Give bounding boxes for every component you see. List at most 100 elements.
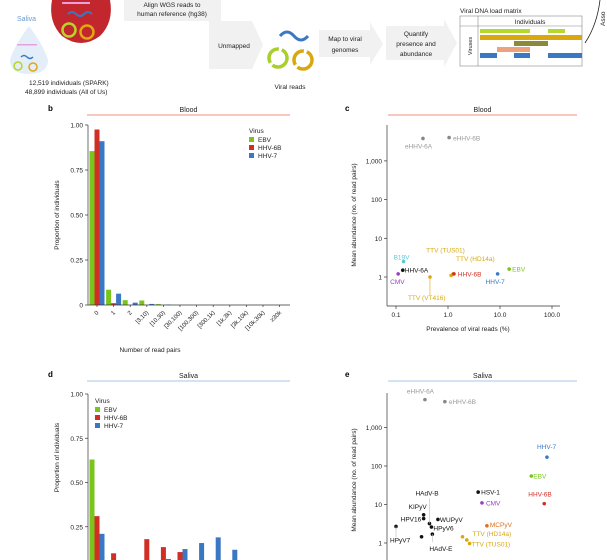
point-label: HPyV6	[433, 526, 454, 533]
point-hhv-7	[545, 455, 549, 459]
legend-label: HHV-6B	[258, 145, 281, 152]
x-tick-label: 10.0	[494, 312, 507, 319]
point-label: HPyV7	[390, 537, 411, 544]
saliva-label: Saliva	[17, 16, 36, 23]
panel-a-overview: Saliva 12,519 individuals (SPARK) 48,899…	[10, 0, 607, 96]
point-ebv	[529, 474, 534, 478]
y-tick-label: 0.75	[70, 168, 83, 175]
point-ehhv-6a	[421, 136, 425, 141]
legend-label: HHV-6B	[104, 415, 127, 422]
point-label: HSV-1	[481, 490, 500, 497]
y-tick-label: 1	[378, 541, 382, 548]
x-axis-title: Number of read pairs	[119, 347, 181, 354]
saliva-circle-green	[13, 61, 23, 71]
x-tick-label: 0	[94, 310, 101, 317]
scatter-c: c Blood 1 10 100 1,000 Mean abundance (no. of …	[345, 104, 577, 333]
point-b19v	[401, 259, 406, 264]
point-label: B19V	[394, 255, 411, 262]
bar-ebv-0	[89, 151, 95, 305]
y-tick-label: 10	[375, 236, 383, 243]
point-hhv-6b	[452, 272, 456, 276]
point-label: CMV	[486, 500, 501, 507]
point-label: eHHV-6A	[407, 389, 435, 396]
legend-label: EBV	[258, 137, 272, 144]
bar-chart-d: d Saliva 0.25 0.50 0.75 1.00 Proportion of ind…	[48, 370, 290, 560]
matrix-row-header: Viruses	[468, 37, 474, 55]
association-label: Asso	[600, 11, 607, 26]
legend-title: Virus	[95, 398, 110, 405]
point-label: eHHV-6B	[453, 136, 480, 143]
bar-hhv-6b-1	[111, 303, 117, 305]
bar-hhv-7-6	[199, 543, 205, 560]
bar-hhv-7-3	[149, 303, 155, 305]
point-unlabeled	[419, 534, 424, 539]
point-ttv-tus01-	[467, 541, 472, 546]
matrix-cell	[514, 53, 530, 58]
point-label: EBV	[533, 473, 547, 480]
y-tick-label: 0.25	[70, 258, 83, 265]
panel-header: Blood	[180, 107, 198, 114]
matrix-cell	[514, 41, 548, 46]
point-label: HAdV-E	[429, 546, 453, 553]
point-label: HHV-6B	[528, 492, 551, 499]
point-label: eHHV-6B	[449, 399, 476, 406]
saliva-read-pink	[17, 44, 37, 46]
bar-hhv-6b-1	[111, 553, 117, 560]
bar-hhv-7-4	[165, 558, 171, 560]
y-tick-label: 0.75	[70, 436, 83, 443]
viral-load-matrix: Individuals Viruses	[459, 15, 583, 67]
bar-hhv-7-7	[215, 537, 221, 560]
x-tick-label: [3,10)	[135, 310, 150, 325]
scatter-e: e Saliva 1 10 100 1,000 Mean abundance (no. of…	[345, 370, 577, 560]
point-hhv-7	[495, 272, 500, 276]
x-tick-label: 1.0	[443, 312, 452, 319]
y-tick-label: 100	[371, 464, 382, 471]
align-step-line1: Align WGS reads to	[143, 2, 200, 9]
panel-letter: e	[345, 370, 350, 379]
point-label: TTV (VT416)	[408, 295, 446, 302]
y-tick-label: 1,000	[366, 425, 383, 432]
legend-swatch-ebv	[249, 137, 254, 142]
panel-letter: d	[48, 370, 53, 379]
point-label: CMV	[390, 279, 405, 286]
legend-swatch-hhv-7	[95, 423, 100, 428]
panel-letter: b	[48, 104, 53, 113]
bar-hhv-7-8	[232, 549, 238, 560]
point-hhv-6b	[542, 501, 547, 506]
association-arc	[584, 0, 601, 44]
panel-letter: c	[345, 104, 350, 113]
y-tick-label: 0.50	[70, 213, 83, 220]
y-tick-label: 0.25	[70, 524, 83, 531]
bar-hhv-7-5	[182, 549, 188, 560]
bar-hhv-7-2	[132, 302, 138, 305]
y-tick-label: 0.50	[70, 480, 83, 487]
quantify-step-line3: abundance	[400, 51, 433, 58]
point-label: eHHV-6A	[405, 143, 433, 150]
matrix-title: Viral DNA load matrix	[460, 8, 522, 15]
legend-label: EBV	[104, 407, 118, 414]
point-kipyv	[421, 513, 426, 517]
map-step-line1: Map to viral	[328, 36, 362, 43]
matrix-cell	[480, 53, 497, 58]
align-arrow-shape	[124, 0, 263, 69]
x-tick-label: 100.0	[544, 312, 561, 319]
point-cmv	[480, 501, 484, 505]
x-tick-label: 0.1	[391, 312, 400, 319]
quantify-arrow-shape	[386, 19, 457, 67]
blood-circle-yellow	[79, 24, 95, 40]
point-ttv-hd14a-	[460, 534, 465, 539]
matrix-cell	[548, 29, 565, 33]
point-ehhv-6a	[423, 397, 427, 402]
point-wupyv	[436, 517, 440, 522]
bar-ebv-0	[89, 459, 95, 560]
point-unlabeled	[465, 538, 469, 542]
point-label: TTV (HD14a)	[472, 531, 511, 538]
point-hhv-6a	[400, 268, 405, 272]
bar-hhv-6b-0	[94, 129, 100, 305]
matrix-col-header: Individuals	[515, 19, 546, 26]
matrix-cell	[480, 35, 582, 40]
bar-chart-b: b Blood 0 0.25 0.50 0.75 1.00 Proportion of ind…	[48, 104, 290, 354]
y-tick-label: 100	[371, 197, 382, 204]
